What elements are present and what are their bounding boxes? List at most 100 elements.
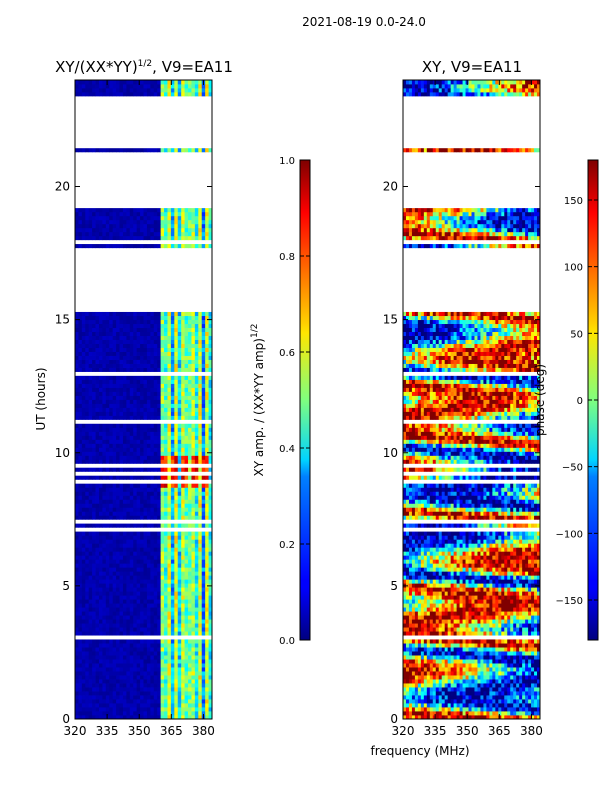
heatmap-cell — [403, 703, 407, 708]
heatmap-cell — [170, 551, 175, 556]
heatmap-cell — [177, 451, 182, 456]
heatmap-cell — [150, 535, 155, 540]
heatmap-cell — [160, 691, 165, 696]
heatmap-cell — [143, 451, 148, 456]
heatmap-cell — [116, 339, 120, 344]
heatmap-cell — [98, 331, 103, 336]
heatmap-cell — [157, 615, 162, 620]
heatmap-cell — [140, 615, 144, 620]
heatmap-cell — [444, 679, 449, 684]
heatmap-cell — [205, 327, 209, 333]
heatmap-cell — [198, 507, 203, 512]
heatmap-cell — [198, 431, 203, 436]
heatmap-cell — [116, 327, 120, 333]
heatmap-cell — [188, 415, 192, 420]
heatmap-cell — [109, 315, 114, 321]
heatmap-cell — [198, 591, 203, 596]
heatmap-cell — [75, 563, 79, 568]
heatmap-cell — [116, 147, 120, 153]
heatmap-cell — [198, 611, 203, 616]
heatmap-cell — [495, 715, 499, 720]
heatmap-cell — [105, 643, 110, 648]
heatmap-cell — [164, 423, 168, 428]
heatmap-cell — [153, 651, 158, 656]
heatmap-cell — [88, 543, 93, 548]
heatmap-cell — [164, 339, 168, 344]
heatmap-cell — [92, 691, 96, 696]
heatmap-cell — [194, 707, 199, 712]
heatmap-cell — [98, 627, 103, 632]
heatmap-cell — [498, 671, 502, 676]
heatmap-cell — [194, 431, 199, 436]
heatmap-cell — [465, 703, 469, 708]
heatmap-cell — [75, 319, 79, 325]
heatmap-cell — [129, 323, 134, 329]
heatmap-cell — [88, 431, 93, 436]
heatmap-cell — [105, 503, 110, 508]
heatmap-cell — [85, 611, 90, 616]
heatmap-cell — [105, 147, 110, 153]
heatmap-cell — [153, 715, 158, 720]
heatmap-cell — [153, 695, 158, 700]
heatmap-cell — [510, 679, 514, 684]
heatmap-cell — [153, 559, 158, 564]
heatmap-cell — [140, 423, 144, 428]
heatmap-cell — [157, 407, 162, 412]
heatmap-cell — [140, 587, 144, 592]
heatmap-cell — [198, 639, 203, 644]
heatmap-cell — [188, 587, 192, 592]
heatmap-cell — [81, 335, 86, 340]
heatmap-cell — [92, 487, 96, 492]
heatmap-cell — [129, 375, 134, 380]
heatmap-cell — [177, 659, 182, 664]
heatmap-cell — [133, 467, 138, 472]
heatmap-cell — [160, 643, 165, 648]
heatmap-cell — [181, 367, 185, 372]
heatmap-cell — [194, 395, 199, 400]
heatmap-cell — [181, 387, 185, 392]
heatmap-cell — [205, 243, 209, 249]
heatmap-cell — [92, 603, 96, 608]
heatmap-cell — [474, 683, 478, 688]
heatmap-cell — [136, 627, 141, 632]
heatmap-cell — [119, 403, 124, 408]
heatmap-cell — [112, 359, 117, 364]
heatmap-cell — [205, 591, 209, 596]
heatmap-cell — [105, 655, 110, 660]
heatmap-cell — [119, 343, 124, 348]
heatmap-cell — [510, 703, 514, 708]
heatmap-cell — [198, 631, 203, 636]
heatmap-cell — [474, 679, 478, 684]
heatmap-cell — [112, 499, 117, 504]
heatmap-cell — [126, 535, 131, 540]
heatmap-cell — [88, 595, 93, 600]
heatmap-cell — [194, 219, 199, 225]
heatmap-cell — [167, 535, 172, 540]
heatmap-cell — [116, 655, 120, 660]
heatmap-cell — [201, 627, 206, 632]
heatmap-cell — [150, 495, 155, 500]
heatmap-cell — [198, 715, 203, 720]
heatmap-cell — [411, 671, 416, 676]
heatmap-cell — [136, 455, 141, 460]
heatmap-cell — [181, 243, 185, 249]
heatmap-cell — [126, 687, 131, 692]
heatmap-cell — [92, 339, 96, 344]
heatmap-cell — [88, 539, 93, 544]
heatmap-cell — [208, 399, 213, 404]
heatmap-cell — [116, 499, 120, 504]
heatmap-cell — [143, 355, 148, 360]
heatmap-cell — [126, 615, 131, 620]
heatmap-cell — [201, 667, 206, 672]
heatmap-cell — [191, 599, 196, 604]
heatmap-gap-row — [75, 151, 212, 157]
heatmap-cell — [167, 219, 172, 225]
heatmap-gap-row — [75, 255, 212, 261]
heatmap-cell — [146, 475, 151, 480]
heatmap-cell — [191, 219, 196, 225]
heatmap-cell — [432, 671, 437, 676]
heatmap-cell — [184, 391, 189, 396]
heatmap-cell — [126, 711, 131, 716]
heatmap-cell — [174, 423, 179, 428]
heatmap-cell — [105, 523, 110, 528]
